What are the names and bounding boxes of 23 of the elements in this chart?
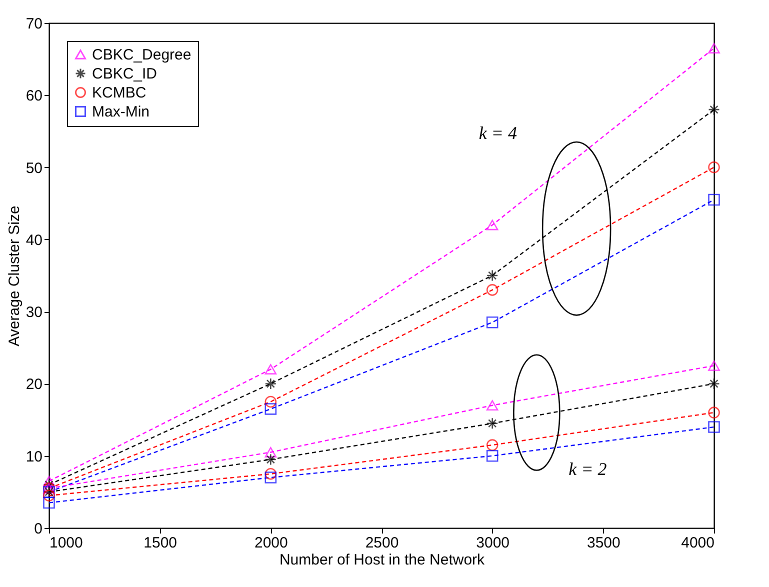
x-tick-label: 1000 [50,534,83,552]
y-tick-label: 10 [26,448,42,466]
annotation: k = 2 [568,458,607,479]
x-tick-label: 1500 [144,534,178,552]
x-tick-label: 3000 [476,534,510,552]
legend-label: CBKC_Degree [92,46,192,64]
x-tick-label: 4000 [681,534,714,552]
x-axis-title: Number of Host in the Network [279,552,486,568]
y-tick-label: 50 [26,160,42,177]
y-tick-label: 60 [26,88,42,105]
y-tick-label: 30 [26,304,42,322]
y-tick-label: 70 [26,16,42,32]
legend-label: CBKC_ID [92,66,158,82]
annotation: k = 4 [478,123,517,144]
y-tick-label: 20 [26,376,42,394]
legend-label: Max-Min [92,104,150,120]
y-tick-label: 40 [26,232,42,249]
x-tick-label: 2000 [254,534,288,552]
y-tick-label: 0 [34,520,42,538]
y-axis-title: Average Cluster Size [6,206,23,346]
x-tick-label: 3500 [586,534,620,552]
legend-label: KCMBC [92,84,146,102]
x-tick-label: 2500 [365,534,399,552]
